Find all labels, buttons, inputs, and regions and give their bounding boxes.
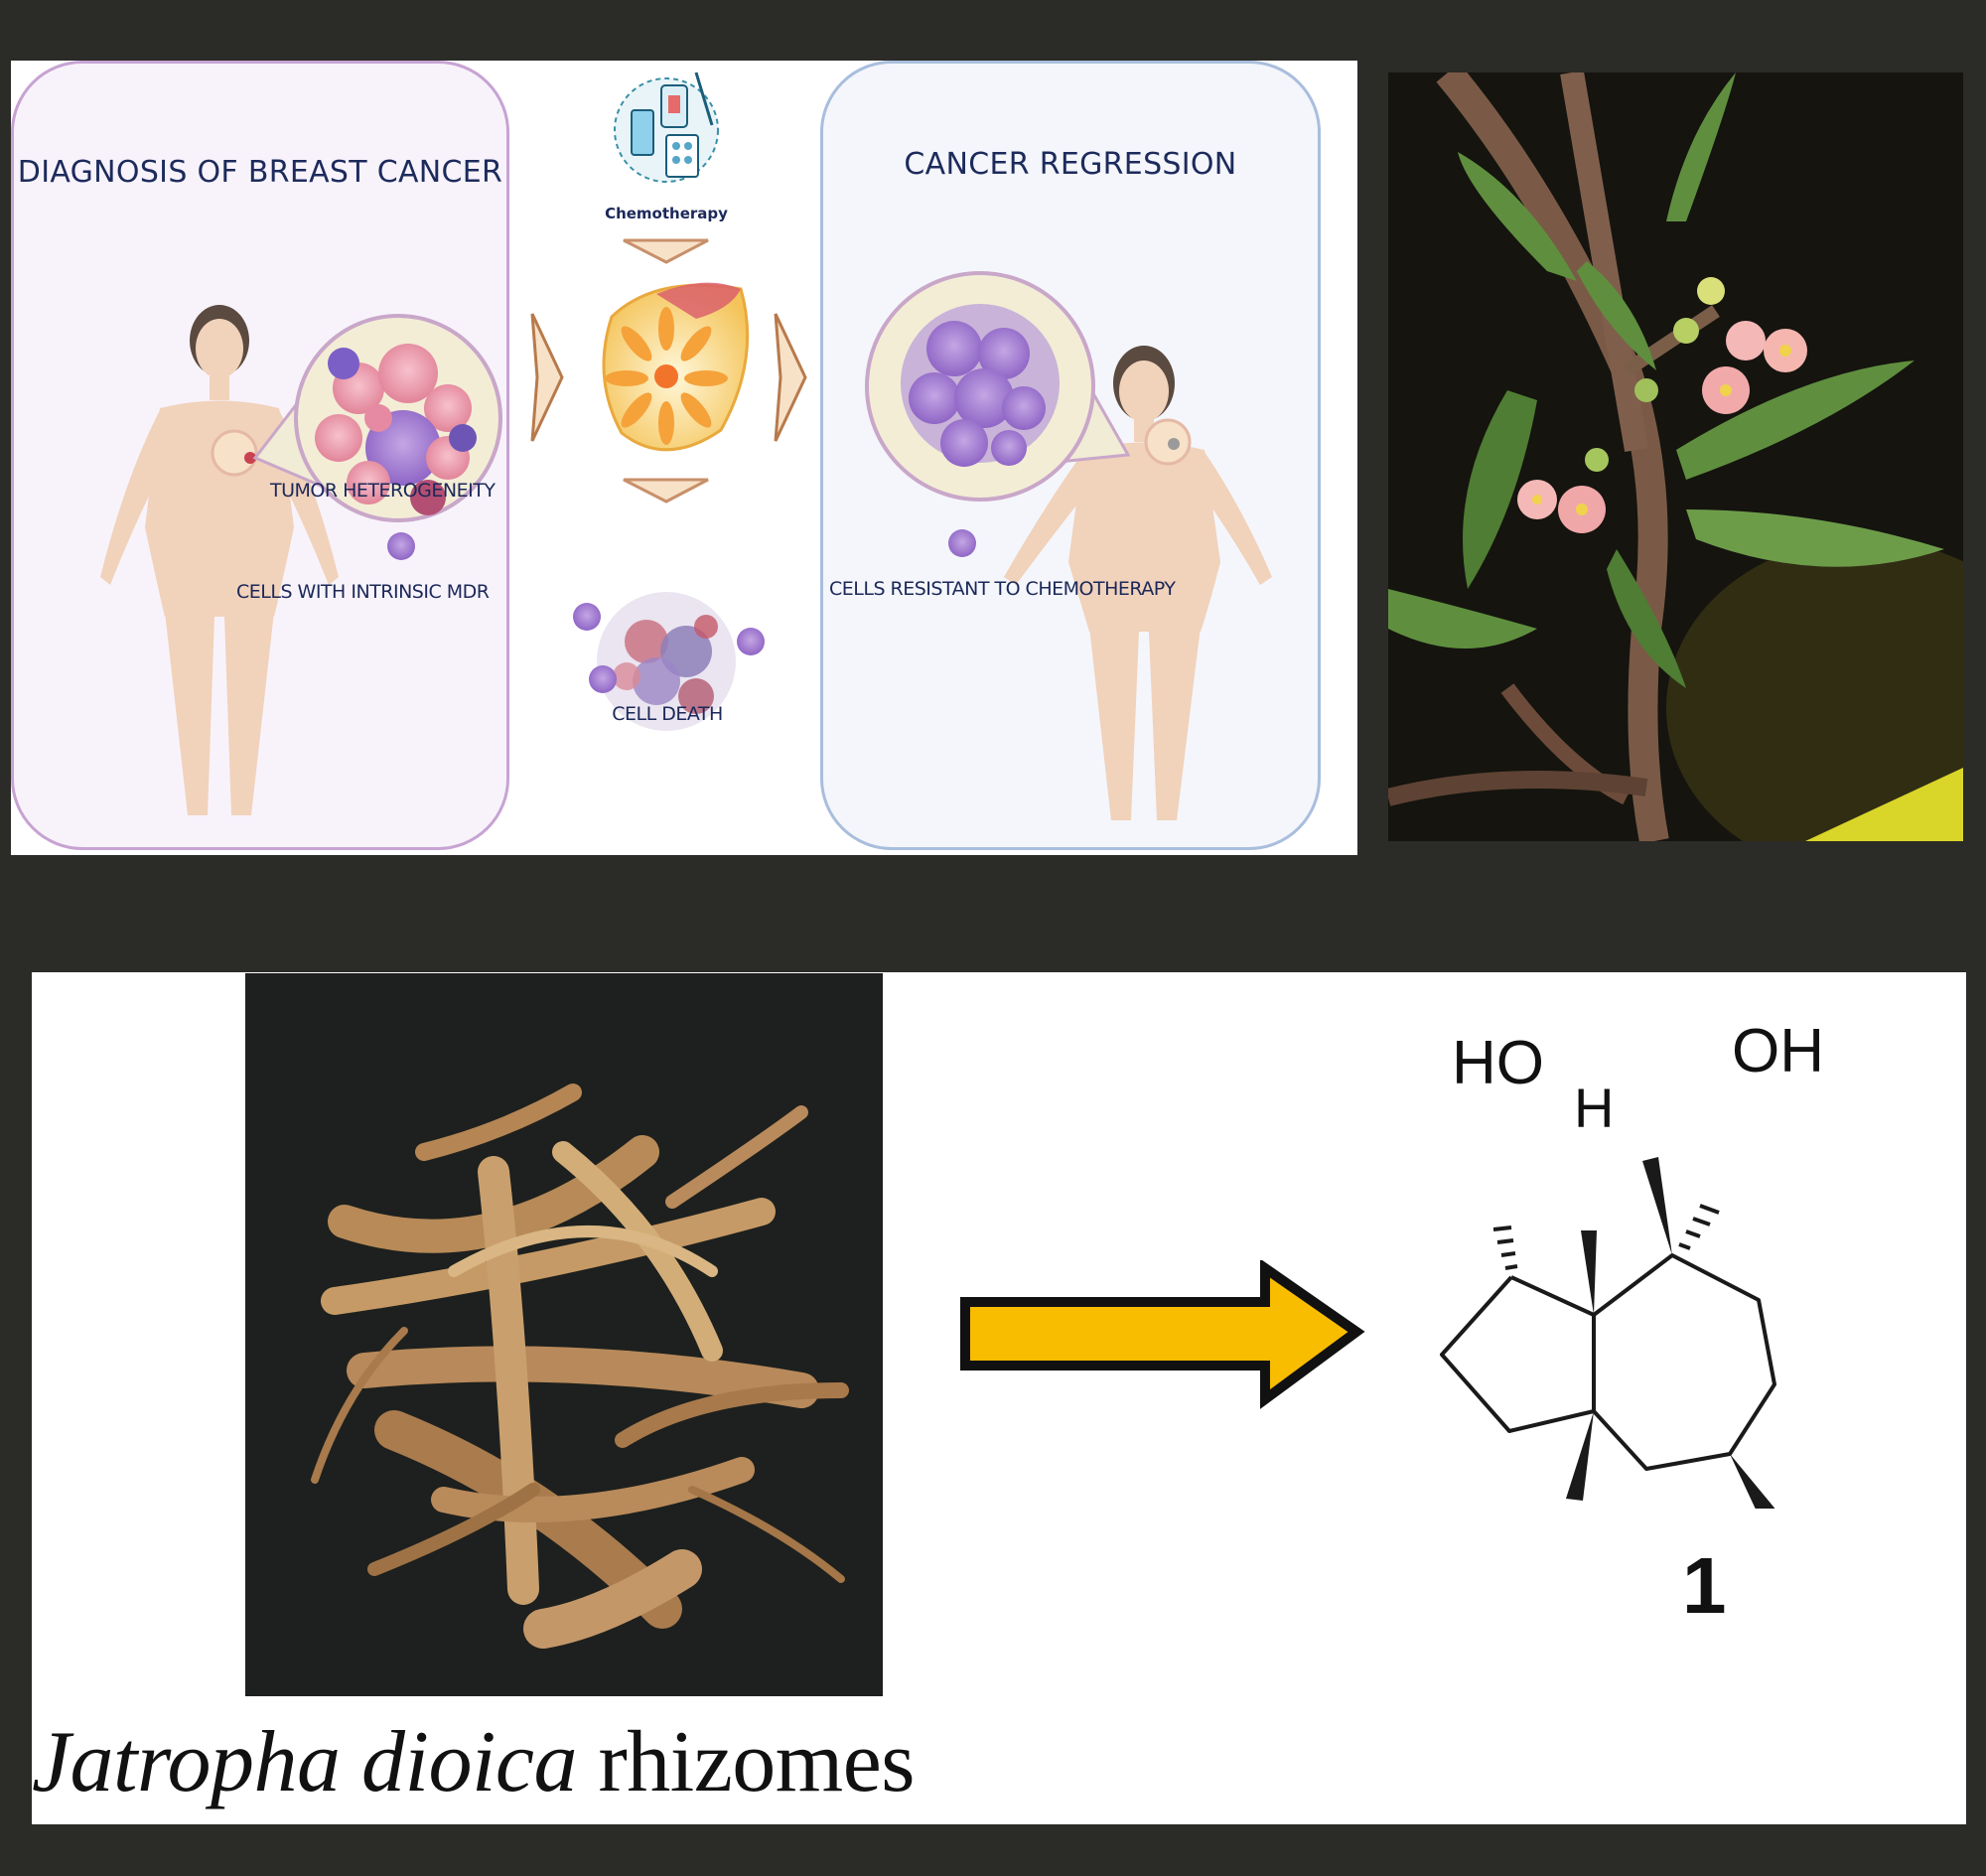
rhizomes-photo	[245, 973, 883, 1696]
methyl-wedge-bottom	[1566, 1411, 1594, 1501]
heterogeneous-tumor-cells	[315, 344, 477, 515]
cell-death-label: CELL DEATH	[612, 703, 723, 725]
chemotherapy-label: Chemotherapy	[605, 205, 728, 222]
intrinsic-mdr-label: CELLS WITH INTRINSIC MDR	[236, 581, 490, 603]
diagnosis-title: DIAGNOSIS OF BREAST CANCER	[17, 155, 503, 190]
rhizome-compound-figure: Jatropha dioica rhizomes	[32, 972, 1966, 1824]
oh-label: OH	[1732, 1017, 1824, 1085]
regression-title: CANCER REGRESSION	[904, 147, 1237, 182]
resistant-cells-label: CELLS RESISTANT TO CHEMOTHERAPY	[829, 578, 1176, 600]
hydrogen-wedge	[1581, 1230, 1597, 1315]
breast-tissue-icon	[602, 282, 750, 452]
species-caption: Jatropha dioica rhizomes	[32, 1712, 916, 1812]
diagram-illustrations	[100, 72, 1272, 820]
cell-death-cluster	[573, 592, 765, 731]
methyl-wedge-top	[1642, 1157, 1672, 1255]
species-name-italic: Jatropha dioica	[32, 1714, 577, 1810]
chemotherapy-diagram: DIAGNOSIS OF BREAST CANCER CANCER REGRES…	[11, 61, 1357, 855]
isopropenyl-wedge	[1730, 1454, 1775, 1509]
ho-label: HO	[1452, 1029, 1544, 1097]
yellow-arrow-icon	[960, 1260, 1365, 1409]
woman-figure-left	[100, 305, 502, 815]
h-label: H	[1574, 1077, 1615, 1139]
compound-structure	[1440, 1157, 1776, 1509]
species-caption-rest: rhizomes	[576, 1714, 916, 1810]
woman-figure-right	[865, 271, 1272, 820]
resistant-tumor-cells	[901, 304, 1060, 467]
jatropha-plant-photo	[1388, 72, 1963, 841]
chemotherapy-icon	[614, 72, 719, 183]
tumor-heterogeneity-label: TUMOR HETEROGENEITY	[270, 480, 496, 502]
compound-number: 1	[1682, 1541, 1727, 1630]
